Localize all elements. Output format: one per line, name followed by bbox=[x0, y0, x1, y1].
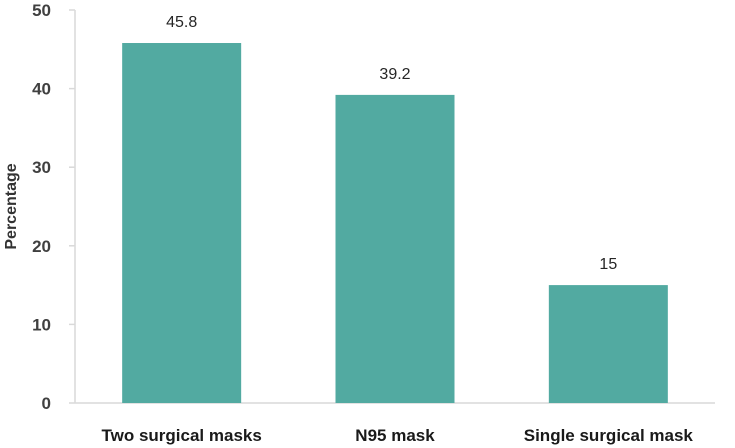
bar-value-label: 45.8 bbox=[166, 14, 197, 31]
y-tick-label: 10 bbox=[32, 315, 51, 334]
bar bbox=[548, 285, 668, 403]
bar-value-label: 39.2 bbox=[379, 66, 410, 83]
category-label: Two surgical masks bbox=[102, 426, 262, 445]
y-tick-label: 30 bbox=[32, 158, 51, 177]
category-label: Single surgical mask bbox=[524, 426, 694, 445]
y-tick-label: 20 bbox=[32, 237, 51, 256]
bar bbox=[335, 94, 455, 403]
y-tick-label: 40 bbox=[32, 80, 51, 99]
category-labels: Two surgical masks N95 mask Single surgica… bbox=[102, 426, 694, 445]
y-tick-label: 0 bbox=[42, 394, 51, 413]
bars: 45.8 39.2 15 bbox=[122, 14, 668, 404]
category-label: N95 mask bbox=[355, 426, 435, 445]
y-axis-title: Percentage bbox=[3, 163, 20, 249]
bar-value-label: 15 bbox=[599, 256, 617, 273]
y-tick-label: 50 bbox=[32, 1, 51, 20]
bar bbox=[122, 43, 242, 404]
y-axis-ticks: 0 10 20 30 40 50 bbox=[32, 1, 75, 413]
